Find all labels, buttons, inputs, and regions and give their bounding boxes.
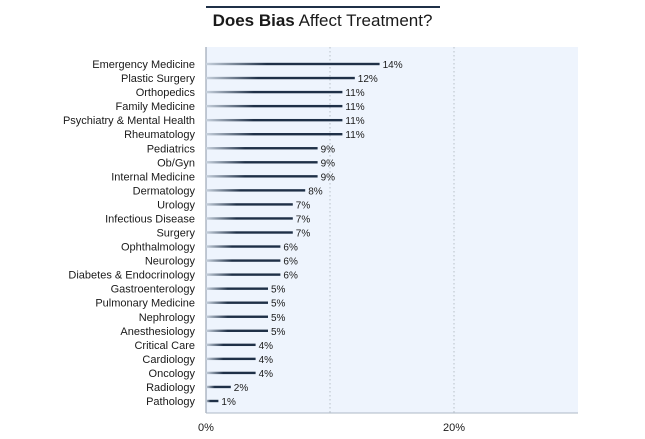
bar [206, 62, 380, 66]
data-label: 4% [259, 355, 274, 366]
category-label: Rheumatology [124, 129, 195, 141]
bar [206, 273, 281, 276]
data-label: 11% [345, 102, 364, 113]
category-label: Emergency Medicine [92, 59, 195, 71]
category-label: Anesthesiology [120, 326, 195, 338]
category-label: Infectious Disease [105, 213, 195, 225]
category-label: Diabetes & Endocrinology [68, 270, 195, 282]
data-label: 11% [345, 116, 364, 127]
data-label: 6% [283, 243, 298, 254]
category-label: Surgery [156, 228, 195, 240]
bar [206, 385, 231, 389]
bar [206, 329, 268, 332]
category-label: Oncology [149, 368, 196, 380]
data-label: 6% [283, 257, 298, 268]
bar [206, 175, 318, 178]
chart-title: Does Bias Affect Treatment? [0, 11, 645, 31]
bar [206, 217, 293, 220]
title-rule [206, 6, 440, 8]
data-label: 9% [321, 144, 336, 155]
bar [206, 371, 256, 375]
data-label: 5% [271, 313, 286, 324]
category-label: Radiology [146, 382, 195, 394]
title-bold: Does Bias [212, 11, 295, 30]
bar [206, 104, 343, 108]
bar [206, 343, 256, 347]
data-label: 7% [296, 214, 311, 225]
bar [206, 301, 268, 304]
category-label: Pathology [146, 396, 195, 408]
data-label: 5% [271, 299, 286, 310]
data-label: 7% [296, 229, 311, 240]
data-label: 9% [321, 172, 336, 183]
data-label: 14% [383, 60, 403, 71]
category-label: Nephrology [139, 312, 196, 324]
data-label: 12% [358, 74, 378, 85]
bar [206, 161, 318, 164]
data-label: 2% [234, 383, 249, 394]
category-label: Ob/Gyn [157, 157, 195, 169]
data-label: 6% [283, 271, 298, 282]
category-label: Critical Care [134, 340, 195, 352]
bar [206, 259, 281, 262]
category-label: Plastic Surgery [121, 73, 195, 85]
data-label: 11% [345, 88, 364, 99]
category-label: Urology [157, 199, 195, 211]
bar [206, 189, 306, 192]
data-label: 9% [321, 158, 336, 169]
bar [206, 287, 268, 290]
data-label: 11% [345, 130, 364, 141]
bar [206, 203, 293, 206]
bar [206, 315, 268, 318]
data-label: 5% [271, 285, 286, 296]
category-label: Pulmonary Medicine [95, 298, 195, 310]
bar [206, 399, 219, 403]
bar [206, 76, 355, 80]
x-tick-label: 0% [198, 422, 214, 434]
data-label: 7% [296, 200, 311, 211]
data-label: 4% [259, 369, 274, 380]
category-label: Ophthalmology [121, 242, 195, 254]
category-label: Dermatology [133, 185, 196, 197]
data-label: 8% [308, 186, 323, 197]
bar [206, 357, 256, 361]
category-label: Pediatrics [147, 143, 196, 155]
plot-area [206, 47, 578, 413]
category-label: Orthopedics [136, 87, 196, 99]
category-label: Neurology [145, 256, 196, 268]
bar [206, 231, 293, 234]
category-label: Gastroenterology [111, 284, 196, 296]
title-rest: Affect Treatment? [298, 11, 433, 30]
bar [206, 133, 343, 136]
data-label: 1% [221, 397, 236, 408]
bar [206, 147, 318, 150]
bar [206, 118, 343, 122]
category-label: Cardiology [142, 354, 195, 366]
category-label: Psychiatry & Mental Health [63, 115, 195, 127]
category-label: Internal Medicine [111, 171, 195, 183]
category-label: Family Medicine [116, 101, 195, 113]
bar [206, 245, 281, 248]
bar [206, 90, 343, 94]
data-label: 4% [259, 341, 274, 352]
data-label: 5% [271, 327, 286, 338]
x-tick-label: 20% [443, 422, 465, 434]
